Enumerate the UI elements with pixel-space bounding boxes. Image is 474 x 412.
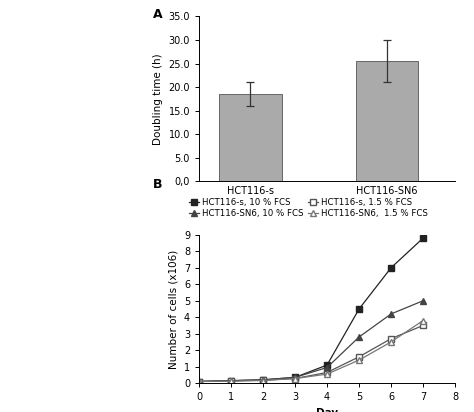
Y-axis label: Number of cells (x106): Number of cells (x106) xyxy=(168,249,178,369)
Text: A: A xyxy=(153,8,163,21)
X-axis label: Day: Day xyxy=(316,408,338,412)
Legend: HCT116-s, 10 % FCS, HCT116-SN6, 10 % FCS, HCT116-s, 1.5 % FCS, HCT116-SN6,  1.5 : HCT116-s, 10 % FCS, HCT116-SN6, 10 % FCS… xyxy=(189,198,428,218)
Text: B: B xyxy=(153,178,163,192)
Bar xyxy=(219,94,282,181)
Bar xyxy=(356,61,418,181)
Y-axis label: Doubling time (h): Doubling time (h) xyxy=(153,53,163,145)
